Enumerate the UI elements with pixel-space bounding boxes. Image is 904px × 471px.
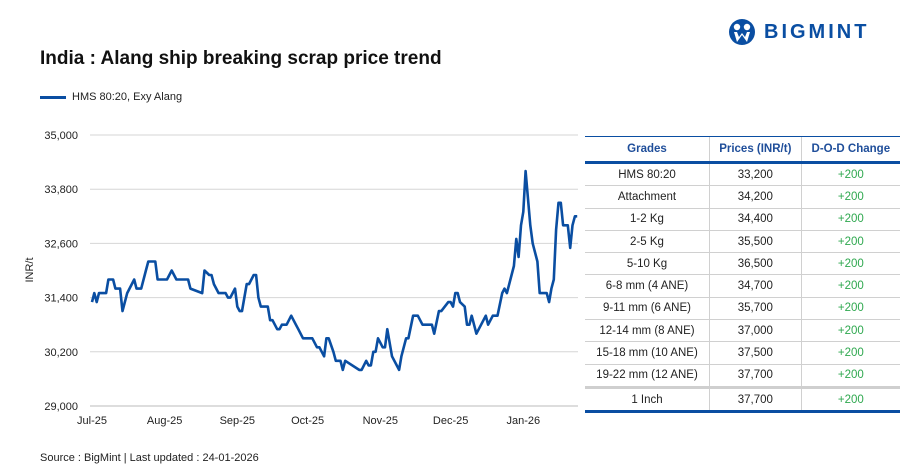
cell-price: 34,200	[708, 185, 802, 209]
cell-price: 34,400	[708, 208, 802, 231]
y-tick-label: 31,400	[44, 293, 78, 305]
cell-change: +200	[800, 208, 900, 231]
cell-grade: 6-8 mm (4 ANE)	[585, 274, 710, 298]
cell-grade: 15-18 mm (10 ANE)	[585, 341, 710, 365]
price-table: Grades Prices (INR/t) D-O-D Change HMS 8…	[585, 136, 900, 414]
table-row: 9-11 mm (6 ANE) 35,700 +200	[585, 297, 900, 321]
legend-swatch	[40, 95, 66, 99]
cell-price: 34,700	[708, 274, 802, 298]
cell-price: 37,700	[708, 385, 802, 414]
table-row: HMS 80:20 33,200 +200	[585, 162, 900, 187]
y-tick-label: 35,000	[44, 130, 78, 142]
cell-change: +200	[800, 185, 900, 209]
x-tick-label: Oct-25	[291, 415, 324, 427]
table-row: 19-22 mm (12 ANE) 37,700 +200	[585, 364, 900, 388]
bigmint-logo-icon	[729, 19, 755, 45]
legend-label: HMS 80:20, Exy Alang	[72, 91, 183, 103]
table-row: 15-18 mm (10 ANE) 37,500 +200	[585, 341, 900, 365]
cell-change: +200	[800, 252, 900, 276]
x-tick-label: Aug-25	[147, 415, 182, 427]
cell-change: +200	[800, 364, 900, 388]
table-row: 5-10 Kg 36,500 +200	[585, 252, 900, 276]
y-tick-label: 30,200	[44, 347, 78, 359]
table-row: 2-5 Kg 35,500 +200	[585, 230, 900, 254]
header-prices: Prices (INR/t)	[708, 136, 802, 164]
cell-change: +200	[800, 274, 900, 298]
y-tick-label: 32,600	[44, 238, 78, 250]
cell-grade: 5-10 Kg	[585, 252, 710, 276]
cell-price: 35,700	[708, 297, 802, 321]
table-row: 1-2 Kg 34,400 +200	[585, 208, 900, 231]
cell-change: +200	[800, 319, 900, 343]
cell-grade: HMS 80:20	[585, 162, 710, 187]
legend: HMS 80:20, Exy Alang	[40, 91, 182, 103]
cell-change: +200	[800, 385, 900, 414]
bigmint-logo: BIGMINT	[728, 18, 869, 46]
x-tick-label: Sep-25	[220, 415, 255, 427]
header-change: D-O-D Change	[800, 136, 900, 164]
cell-grade: 1 Inch	[585, 385, 710, 414]
series-line	[90, 169, 578, 372]
cell-grade: 12-14 mm (8 ANE)	[585, 319, 710, 343]
table-row: 12-14 mm (8 ANE) 37,000 +200	[585, 319, 900, 343]
logo-text: BIGMINT	[764, 20, 870, 43]
cell-grade: 1-2 Kg	[585, 208, 710, 231]
cell-price: 37,500	[708, 341, 802, 365]
table-row: 1 Inch 37,700 +200	[585, 385, 900, 414]
cell-change: +200	[800, 230, 900, 254]
header-grades: Grades	[585, 136, 710, 164]
y-tick-label: 33,800	[44, 184, 78, 196]
x-tick-label: Jan-26	[506, 415, 540, 427]
x-tick-label: Nov-25	[363, 415, 398, 427]
table-row: Attachment 34,200 +200	[585, 185, 900, 209]
cell-price: 33,200	[708, 162, 802, 187]
table-row: 6-8 mm (4 ANE) 34,700 +200	[585, 274, 900, 298]
cell-change: +200	[800, 297, 900, 321]
cell-price: 35,500	[708, 230, 802, 254]
cell-change: +200	[800, 341, 900, 365]
cell-grade: Attachment	[585, 185, 710, 209]
source-footer: Source : BigMint | Last updated : 24-01-…	[40, 452, 259, 464]
cell-price: 37,000	[708, 319, 802, 343]
y-tick-label: 29,000	[44, 401, 78, 413]
cell-price: 37,700	[708, 364, 802, 388]
chart-title: India : Alang ship breaking scrap price …	[40, 48, 442, 69]
table-header-row: Grades Prices (INR/t) D-O-D Change	[585, 136, 900, 164]
cell-grade: 2-5 Kg	[585, 230, 710, 254]
y-axis-label: INR/t	[24, 257, 36, 282]
cell-grade: 9-11 mm (6 ANE)	[585, 297, 710, 321]
cell-grade: 19-22 mm (12 ANE)	[585, 364, 710, 388]
cell-price: 36,500	[708, 252, 802, 276]
cell-change: +200	[800, 162, 900, 187]
x-tick-label: Dec-25	[433, 415, 468, 427]
x-tick-label: Jul-25	[77, 415, 107, 427]
